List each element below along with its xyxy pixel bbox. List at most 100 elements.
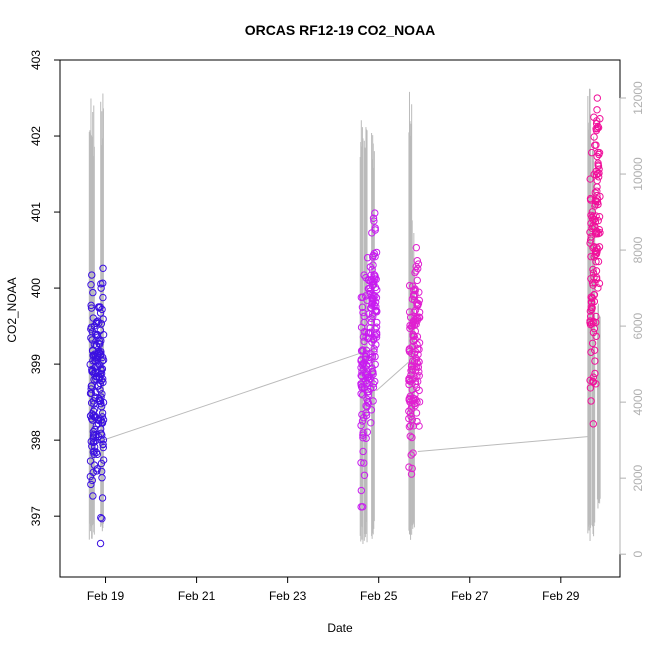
- y-right-tick-label: 0: [631, 551, 645, 558]
- data-point: [97, 337, 105, 345]
- data-point: [89, 492, 97, 500]
- data-point: [371, 271, 379, 280]
- data-point: [371, 224, 379, 232]
- data-point: [367, 318, 376, 326]
- data-point: [415, 386, 423, 395]
- data-point: [592, 332, 600, 340]
- data-point: [414, 260, 423, 268]
- data-point: [97, 365, 105, 373]
- data-point: [358, 360, 366, 369]
- data-point: [405, 423, 414, 431]
- data-point: [589, 420, 597, 428]
- data-point: [415, 288, 423, 296]
- data-point: [589, 265, 597, 274]
- data-point: [590, 346, 599, 354]
- data-point: [413, 358, 421, 367]
- y-tick-label: 401: [29, 202, 43, 222]
- data-point: [96, 385, 104, 394]
- data-point: [99, 443, 108, 452]
- data-point: [586, 307, 595, 315]
- x-axis: Feb 19 Feb 21 Feb 23 Feb 25 Feb 27 Feb 29: [87, 576, 580, 603]
- data-point: [96, 539, 105, 548]
- co2-points: [86, 94, 604, 548]
- data-point: [88, 476, 96, 485]
- data-point: [593, 187, 601, 195]
- data-point: [90, 400, 98, 408]
- data-point: [364, 391, 372, 400]
- data-point: [96, 340, 104, 348]
- data-point: [372, 333, 381, 341]
- data-point: [596, 114, 604, 123]
- y-axis: 397 398 399 400 401 402 403: [29, 50, 60, 526]
- data-point: [372, 302, 380, 311]
- data-point: [98, 409, 107, 417]
- y-right-tick-label: 4000: [631, 388, 645, 415]
- y-right-tick-label: 2000: [631, 464, 645, 491]
- data-point: [411, 380, 420, 388]
- data-point: [97, 459, 106, 468]
- data-point: [586, 175, 594, 183]
- data-point: [594, 245, 602, 253]
- data-point: [413, 398, 421, 406]
- data-point: [371, 283, 380, 292]
- x-tick-label: Feb 25: [360, 589, 398, 603]
- data-point: [99, 330, 108, 339]
- data-point: [405, 414, 413, 423]
- y-right-tick-label: 12000: [631, 81, 645, 115]
- data-point: [415, 398, 424, 406]
- data-point: [594, 216, 602, 225]
- data-point: [367, 419, 375, 427]
- data-point: [410, 332, 418, 340]
- data-point: [413, 276, 421, 285]
- data-point: [586, 384, 595, 392]
- data-point: [369, 368, 377, 376]
- data-point: [590, 273, 598, 282]
- data-point: [413, 417, 421, 426]
- data-point: [412, 409, 421, 417]
- data-point: [372, 323, 381, 331]
- y-right-tick-label: 10000: [631, 157, 645, 191]
- data-point: [590, 133, 598, 141]
- data-point: [409, 449, 417, 457]
- data-point: [591, 357, 599, 365]
- data-point: [592, 318, 600, 327]
- altitude-transit-line: [417, 435, 591, 453]
- data-point: [594, 173, 603, 181]
- data-point: [414, 264, 422, 273]
- data-point: [590, 291, 598, 299]
- data-point: [595, 243, 604, 251]
- data-point: [366, 263, 375, 271]
- data-point: [594, 257, 603, 266]
- altitude-track: [88, 88, 601, 545]
- data-point: [98, 494, 107, 502]
- data-point: [363, 428, 372, 436]
- data-point: [367, 354, 375, 362]
- data-point: [407, 470, 416, 478]
- x-tick-label: Feb 19: [87, 589, 125, 603]
- data-point: [593, 183, 601, 191]
- data-point: [367, 271, 375, 279]
- y-axis-label: CO2_NOAA: [5, 277, 19, 342]
- data-point: [586, 236, 595, 244]
- y-tick-label: 400: [29, 278, 43, 298]
- data-point: [90, 405, 99, 413]
- data-point: [98, 390, 106, 398]
- data-point: [409, 336, 417, 345]
- data-point: [594, 162, 603, 170]
- y-right-tick-label: 6000: [631, 312, 645, 339]
- data-point: [415, 368, 423, 376]
- data-point: [411, 390, 419, 399]
- data-point: [594, 122, 602, 131]
- data-point: [595, 213, 604, 221]
- data-point: [99, 293, 107, 302]
- data-point: [591, 141, 599, 149]
- y-axis-right: 0 2000 4000 6000 8000 10000 12000: [619, 81, 645, 558]
- data-point: [371, 209, 379, 217]
- data-point: [588, 339, 597, 348]
- data-point: [91, 425, 99, 434]
- data-point: [360, 459, 368, 467]
- data-point: [593, 195, 602, 203]
- data-point: [90, 443, 99, 451]
